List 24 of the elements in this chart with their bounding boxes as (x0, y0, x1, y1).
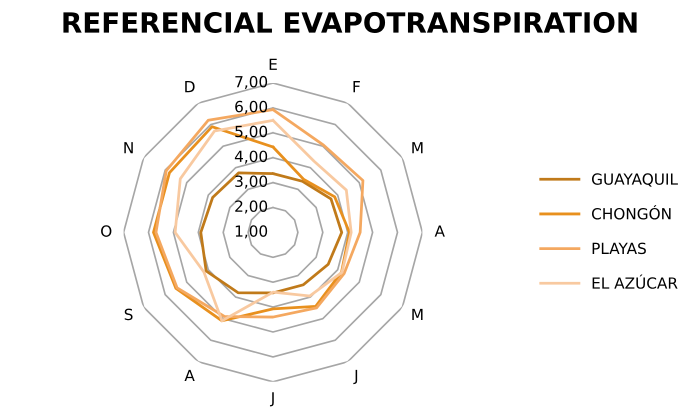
spoke-label: A (184, 370, 195, 382)
spoke-label: D (185, 81, 195, 92)
y-tick-label: 6,00 (235, 100, 268, 114)
y-tick-label: 5,00 (235, 126, 268, 139)
legend-label: GUAYAQUIL (592, 173, 678, 187)
legend-label: CHONGÓN (592, 205, 671, 220)
y-tick-label: 2,00 (235, 200, 268, 214)
spoke-label: J (353, 370, 358, 384)
spoke-label: F (353, 81, 360, 92)
spoke-label: N (124, 142, 133, 154)
chart-title: REFERENCIAL EVAPOTRANSPIRATION (63, 12, 637, 33)
y-tick-label: 7,00 (235, 76, 268, 89)
spoke-label: A (434, 225, 445, 237)
legend-label: EL AZÚCAR (592, 274, 678, 289)
y-tick-label: 4,00 (234, 150, 268, 164)
y-tick-label: 1,00 (236, 225, 268, 238)
spoke-label: M (412, 308, 423, 320)
spoke-label: S (124, 308, 133, 320)
spoke-label: E (270, 58, 277, 70)
y-tick-label: 3,00 (235, 175, 268, 189)
spoke-label: O (101, 225, 112, 237)
legend-label: PLAYAS (592, 242, 646, 254)
spoke-label: J (270, 392, 274, 406)
spoke-label: M (412, 142, 423, 154)
